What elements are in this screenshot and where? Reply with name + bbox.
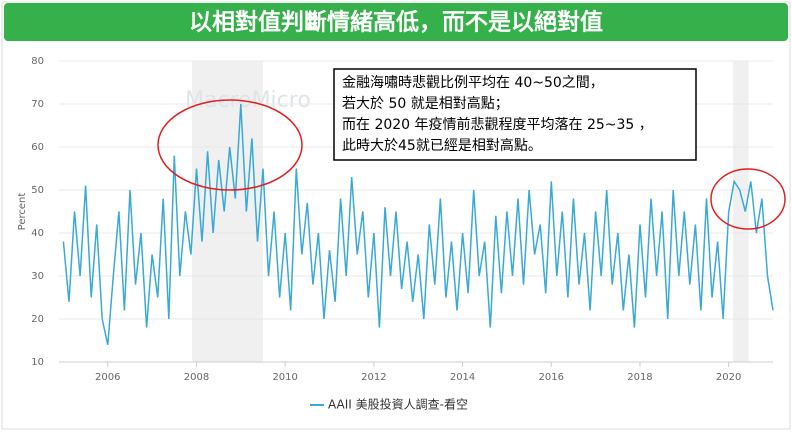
- y-tick-label: 20: [31, 314, 44, 325]
- y-axis-label: Percent: [17, 193, 28, 231]
- y-tick-label: 30: [31, 271, 44, 282]
- watermark: MacroMicro: [185, 88, 311, 113]
- x-tick-label: 2018: [627, 372, 652, 383]
- x-tick-label: 2012: [361, 372, 386, 383]
- x-tick-label: 2016: [539, 372, 564, 383]
- x-tick-label: 2008: [184, 372, 209, 383]
- annotation-line: 而在 2020 年疫情前悲觀程度平均落在 25~35 ，: [342, 116, 653, 133]
- highlight-ellipse: [710, 168, 786, 230]
- x-tick-label: 2006: [95, 372, 120, 383]
- annotation-box: [333, 68, 697, 161]
- x-tick-label: 2014: [450, 372, 475, 383]
- y-tick-label: 50: [31, 185, 44, 196]
- legend-label: AAII 美股投資人調查-看空: [328, 397, 468, 412]
- y-tick-label: 70: [31, 99, 44, 110]
- y-tick-label: 10: [31, 357, 44, 368]
- x-tick-label: 2010: [272, 372, 297, 383]
- chart-title: 以相對值判斷情緒高低，而不是以絕對值: [189, 9, 603, 36]
- annotation-line: 此時大於45就已經是相對高點。: [342, 137, 542, 154]
- annotation-line: 若大於 50 就是相對高點；: [342, 95, 509, 112]
- y-tick-label: 60: [31, 142, 44, 153]
- title-banner: [4, 3, 788, 41]
- series-line: [62, 103, 774, 345]
- annotation-line: 金融海嘯時悲觀比例平均在 40~50之間，: [342, 74, 604, 91]
- y-tick-label: 40: [31, 228, 44, 239]
- shaded-range: [733, 61, 749, 362]
- highlight-ellipse: [157, 99, 303, 191]
- y-tick-label: 80: [31, 56, 44, 67]
- x-tick-label: 2020: [716, 372, 741, 383]
